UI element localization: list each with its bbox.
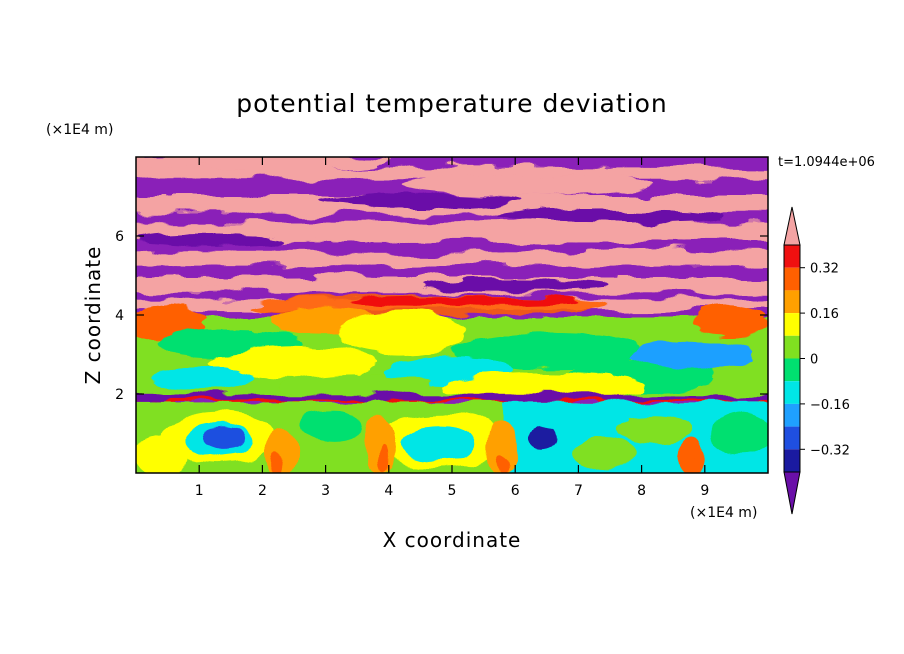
x-tick-label: 2 bbox=[258, 483, 267, 499]
eddy bbox=[136, 437, 187, 473]
pink-lens bbox=[300, 224, 452, 240]
eddy bbox=[300, 409, 364, 442]
colorbar-tick-label: 0.32 bbox=[810, 262, 839, 277]
colorbar-box bbox=[784, 426, 800, 450]
colorbar-tick-label: 0.16 bbox=[810, 307, 839, 322]
interface-warm bbox=[136, 399, 768, 403]
x-tick-label: 7 bbox=[574, 483, 583, 499]
colorbar-box bbox=[784, 403, 800, 427]
pink-lens bbox=[401, 174, 655, 195]
purple-streak bbox=[319, 193, 522, 208]
mixed-cell bbox=[692, 306, 768, 336]
warm-core bbox=[350, 296, 579, 307]
x-axis: 1 2 3 4 5 6 7 8 9 bbox=[195, 157, 709, 499]
pink-lens bbox=[186, 275, 415, 292]
eddy bbox=[401, 425, 478, 462]
eddy bbox=[527, 425, 560, 450]
eddy bbox=[572, 437, 636, 470]
colorbar-extend-min bbox=[783, 471, 801, 515]
colorbar-box bbox=[784, 449, 800, 472]
mixed-cell bbox=[635, 340, 750, 369]
y-tick-label: 2 bbox=[115, 387, 124, 403]
eddy bbox=[616, 415, 693, 444]
mixed-cell bbox=[281, 371, 434, 401]
x-tick-label: 5 bbox=[448, 483, 457, 499]
purple-streak bbox=[420, 279, 610, 292]
time-label: t=1.0944e+06 bbox=[778, 155, 875, 170]
y-axis-label: Z coordinate bbox=[81, 246, 105, 385]
x-axis-label: X coordinate bbox=[383, 528, 522, 552]
eddy bbox=[527, 411, 629, 432]
chart-title: potential temperature deviation bbox=[236, 89, 667, 118]
colorbar-box bbox=[784, 267, 800, 291]
x-tick-label: 3 bbox=[321, 483, 330, 499]
interface-cold bbox=[136, 394, 768, 401]
colorbar: 0.32 0.16 0 −0.16 −0.32 bbox=[783, 206, 850, 515]
colorbar-box bbox=[784, 245, 800, 268]
x-tick-label: 8 bbox=[637, 483, 646, 499]
colorbar-box bbox=[784, 381, 800, 404]
y-axis: 2 4 6 bbox=[115, 229, 768, 403]
x-tick-label: 1 bbox=[195, 483, 204, 499]
warm-plume bbox=[378, 447, 387, 472]
mixed-cell bbox=[148, 366, 250, 391]
eddy bbox=[202, 427, 247, 448]
eddy bbox=[363, 417, 396, 473]
x-tick-label: 6 bbox=[511, 483, 520, 499]
mixed-cell bbox=[211, 345, 377, 379]
eddy bbox=[711, 413, 768, 454]
x-tick-label: 4 bbox=[384, 483, 393, 499]
x-unit-label: (×1E4 m) bbox=[690, 505, 757, 521]
colorbar-box bbox=[784, 335, 800, 359]
y-tick-label: 4 bbox=[115, 308, 124, 324]
y-tick-label: 6 bbox=[115, 229, 124, 245]
band bbox=[136, 166, 768, 179]
pink-lens bbox=[136, 157, 389, 169]
mixed-cell bbox=[452, 332, 642, 369]
purple-streak bbox=[136, 234, 288, 246]
colorbar-box bbox=[784, 358, 800, 382]
mixed-cell bbox=[445, 371, 648, 401]
colorbar-tick-label: −0.16 bbox=[810, 398, 850, 413]
purple-streak bbox=[496, 208, 724, 225]
colorbar-tick-label: −0.32 bbox=[810, 443, 850, 458]
colorbar-box bbox=[784, 313, 800, 336]
warm-plume bbox=[273, 451, 284, 473]
colorbar-tick-label: 0 bbox=[810, 353, 818, 368]
colorbar-box bbox=[784, 290, 800, 314]
eddy bbox=[488, 421, 517, 473]
contour-field bbox=[136, 157, 768, 473]
x-tick-label: 9 bbox=[700, 483, 709, 499]
warm-plume bbox=[498, 453, 507, 473]
warm-plume bbox=[690, 457, 700, 473]
colorbar-extend-max bbox=[783, 206, 801, 246]
mixed-cell bbox=[338, 311, 465, 355]
y-unit-label: (×1E4 m) bbox=[46, 122, 113, 138]
pink-lens bbox=[565, 247, 743, 264]
